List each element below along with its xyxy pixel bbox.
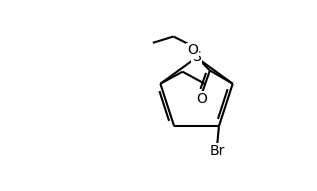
Text: O: O bbox=[187, 44, 198, 57]
Text: S: S bbox=[192, 50, 201, 64]
Text: Br: Br bbox=[210, 144, 225, 158]
Text: O: O bbox=[197, 92, 207, 106]
